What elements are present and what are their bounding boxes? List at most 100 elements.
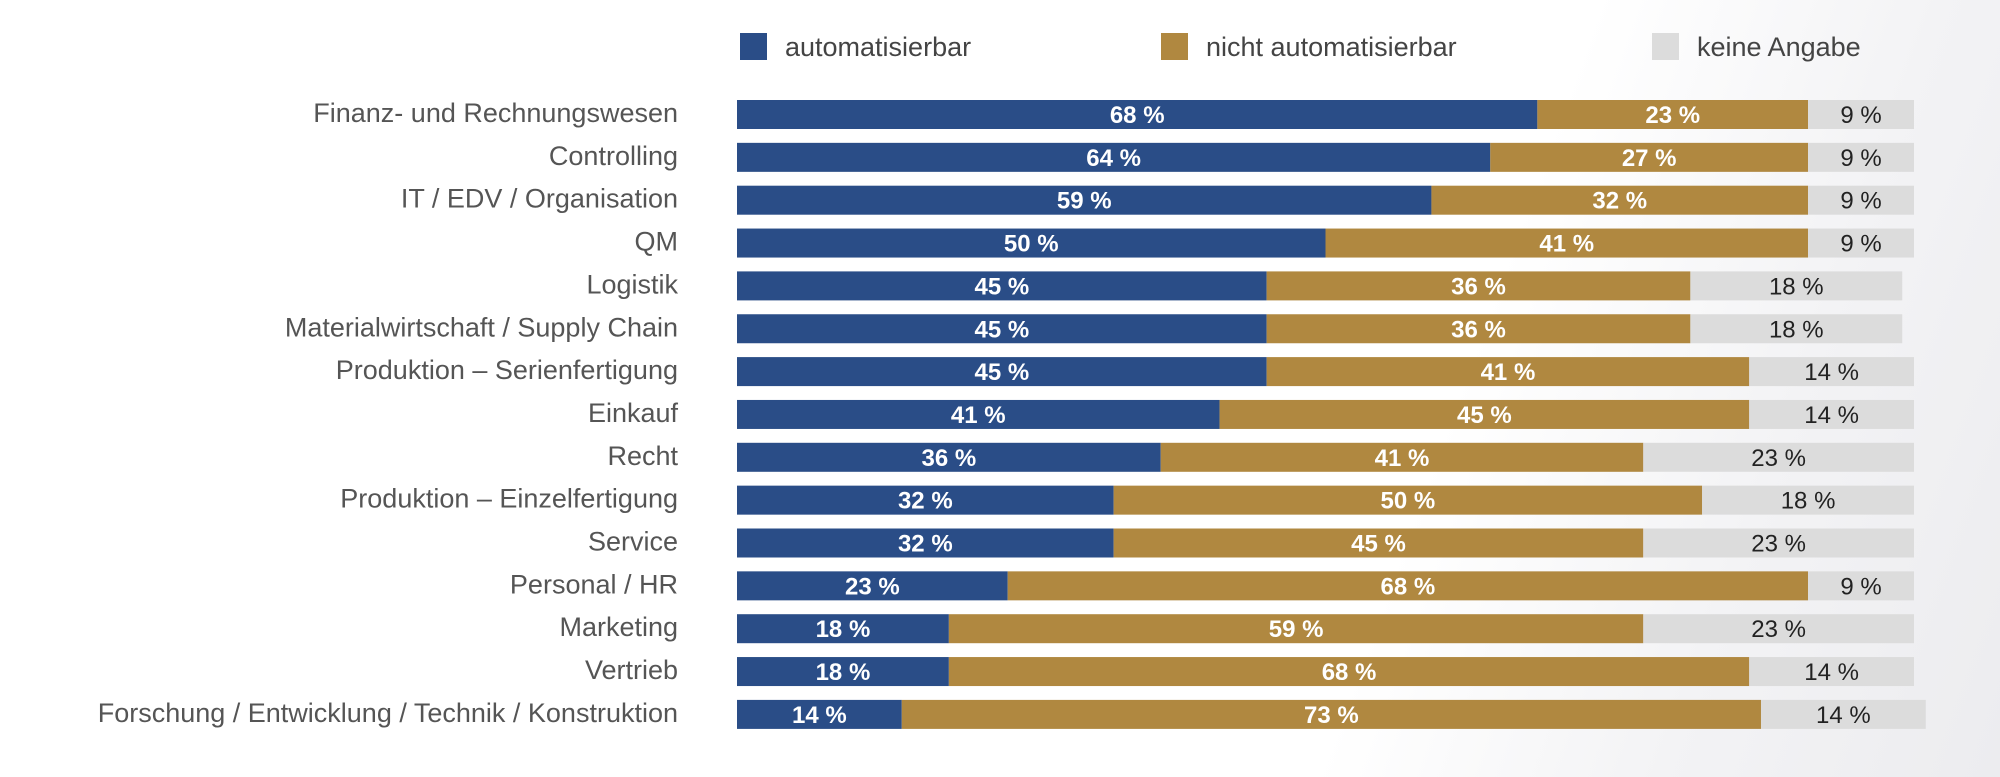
category-label: Recht [607,441,678,471]
bar-segment-nicht-automatisierbar [1490,142,1809,172]
data-label-nicht-automatisierbar: 50 % [1381,488,1436,515]
bar-segment-nicht-automatisierbar [1325,228,1809,258]
data-label-keine-angabe: 18 % [1769,316,1824,343]
bar-segment-automatisierbar [737,142,1491,172]
data-label-nicht-automatisierbar: 36 % [1451,273,1506,300]
bar-segment-nicht-automatisierbar [1113,485,1703,515]
bar-segment-keine-angabe [1690,314,1903,344]
data-label-keine-angabe: 14 % [1804,402,1859,429]
data-label-keine-angabe: 14 % [1804,359,1859,386]
bar-segment-keine-angabe [1643,528,1914,558]
bar-segment-automatisierbar [737,271,1267,301]
data-label-keine-angabe: 9 % [1840,145,1881,172]
category-label: Vertrieb [585,655,678,685]
data-label-nicht-automatisierbar: 73 % [1304,702,1359,729]
category-label: Service [588,527,678,557]
legend: automatisierbar nicht automatisierbar kein… [740,32,1861,62]
category-label: Personal / HR [510,569,678,599]
category-label: Controlling [549,141,678,171]
legend-swatch-keine-angabe [1652,33,1679,60]
legend-swatch-nicht-automatisierbar [1161,33,1188,60]
category-labels: Finanz- und Rechnungswesen Controlling IT … [98,98,679,728]
bar-segment-nicht-automatisierbar [1007,571,1809,601]
category-label: Finanz- und Rechnungswesen [313,98,678,128]
bar-segment-keine-angabe [1808,571,1914,601]
data-label-keine-angabe: 23 % [1751,616,1806,643]
bar-segment-automatisierbar [737,571,1008,601]
bar-segment-nicht-automatisierbar [1431,185,1809,215]
data-label-nicht-automatisierbar: 23 % [1645,102,1700,129]
bar-segment-keine-angabe [1643,614,1914,644]
data-label-keine-angabe: 9 % [1840,231,1881,258]
bar-segment-nicht-automatisierbar [1113,528,1644,558]
data-label-keine-angabe: 18 % [1781,488,1836,515]
data-label-keine-angabe: 9 % [1840,188,1881,215]
category-label: Logistik [586,269,678,299]
bar-segment-automatisierbar [737,314,1267,344]
data-label-automatisierbar: 64 % [1086,145,1141,172]
bar-segment-nicht-automatisierbar [1266,314,1691,344]
category-label: Forschung / Entwicklung / Technik / Kons… [98,698,678,728]
data-label-automatisierbar: 41 % [951,402,1006,429]
data-label-keine-angabe: 9 % [1840,102,1881,129]
data-label-keine-angabe: 14 % [1816,702,1871,729]
legend-swatch-automatisierbar [740,33,767,60]
bar-segment-keine-angabe [1760,699,1926,729]
data-label-nicht-automatisierbar: 41 % [1539,231,1594,258]
bar-segment-keine-angabe [1749,399,1914,429]
bar-segment-keine-angabe [1808,185,1914,215]
data-label-keine-angabe: 14 % [1804,659,1859,686]
data-label-automatisierbar: 23 % [845,573,900,600]
category-label: QM [635,227,679,257]
data-label-automatisierbar: 45 % [974,273,1029,300]
bar-segment-automatisierbar [737,228,1326,258]
bar-segment-nicht-automatisierbar [948,657,1750,687]
category-label: IT / EDV / Organisation [401,184,678,214]
category-label: Marketing [559,612,678,642]
bar-segment-keine-angabe [1808,228,1914,258]
bar-segment-keine-angabe [1702,485,1914,515]
data-label-nicht-automatisierbar: 45 % [1351,531,1406,558]
bar-segment-keine-angabe [1690,271,1903,301]
bar-segment-automatisierbar [737,185,1432,215]
bar-segment-automatisierbar [737,399,1220,429]
bar-segment-automatisierbar [737,357,1267,387]
data-label-keine-angabe: 23 % [1751,531,1806,558]
bar-segment-automatisierbar [737,528,1114,558]
category-label: Materialwirtschaft / Supply Chain [285,312,678,342]
bar-segment-automatisierbar [737,699,902,729]
data-label-automatisierbar: 18 % [816,659,871,686]
data-label-nicht-automatisierbar: 45 % [1457,402,1512,429]
bar-segment-automatisierbar [737,100,1538,129]
data-label-automatisierbar: 45 % [974,359,1029,386]
bar-segment-nicht-automatisierbar [1160,442,1644,472]
data-label-automatisierbar: 18 % [816,616,871,643]
bar-segment-automatisierbar [737,657,949,687]
legend-label-keine-angabe: keine Angabe [1697,32,1861,62]
data-label-nicht-automatisierbar: 68 % [1322,659,1377,686]
bar-segment-nicht-automatisierbar [1266,357,1750,387]
data-label-automatisierbar: 32 % [898,531,953,558]
data-label-automatisierbar: 32 % [898,488,953,515]
data-label-nicht-automatisierbar: 41 % [1481,359,1536,386]
data-label-automatisierbar: 50 % [1004,231,1059,258]
bar-segment-nicht-automatisierbar [1537,100,1809,129]
bar-segment-keine-angabe [1808,100,1914,129]
bar-segment-automatisierbar [737,485,1114,515]
data-label-nicht-automatisierbar: 36 % [1451,316,1506,343]
data-label-automatisierbar: 14 % [792,702,847,729]
bar-segment-nicht-automatisierbar [1219,399,1750,429]
data-label-automatisierbar: 36 % [922,445,977,472]
data-label-nicht-automatisierbar: 27 % [1622,145,1677,172]
data-label-nicht-automatisierbar: 32 % [1592,188,1647,215]
bar-segment-nicht-automatisierbar [901,699,1761,729]
data-label-keine-angabe: 23 % [1751,445,1806,472]
bar-segment-keine-angabe [1808,142,1914,172]
bar-segment-nicht-automatisierbar [1266,271,1691,301]
data-label-keine-angabe: 9 % [1840,573,1881,600]
category-label: Einkauf [588,398,679,428]
data-label-automatisierbar: 45 % [974,316,1029,343]
data-label-automatisierbar: 59 % [1057,188,1112,215]
category-label: Produktion – Serienfertigung [336,355,678,385]
